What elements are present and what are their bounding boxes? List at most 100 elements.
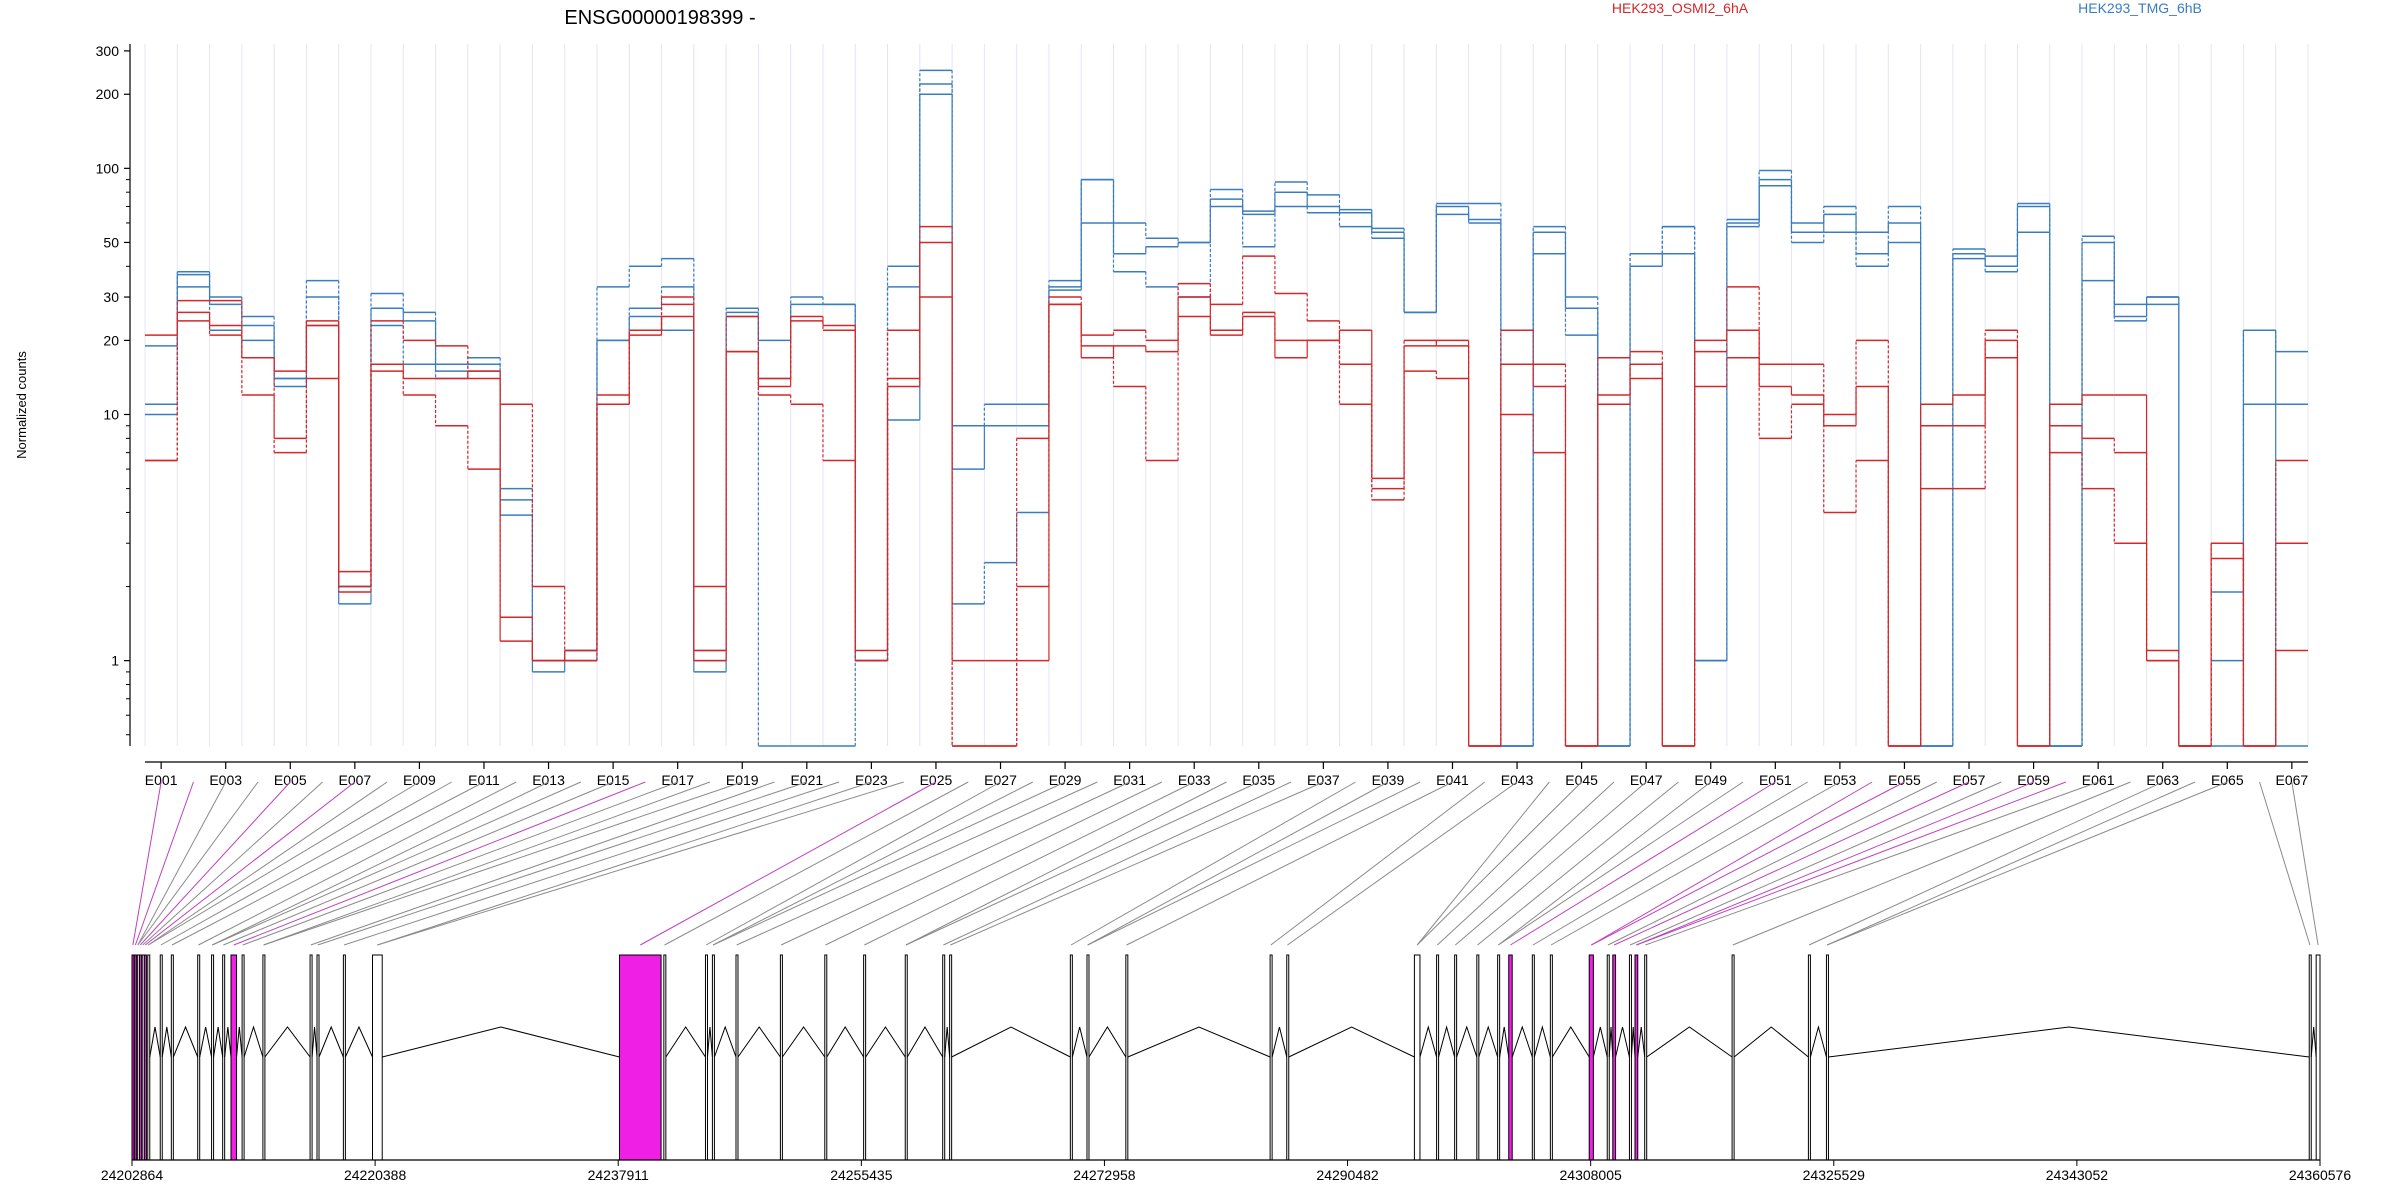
exon-connector [310, 781, 775, 946]
exon-box [316, 954, 320, 1161]
exon-connector [1087, 781, 1389, 946]
genome-tick-label: 24290482 [1316, 1167, 1379, 1183]
exon-connector [943, 781, 1292, 946]
exon-connector [242, 781, 678, 946]
intron-line [826, 1026, 865, 1058]
exon-box [942, 954, 946, 1161]
exon-box [735, 954, 739, 1161]
series-layer [145, 69, 2308, 747]
exon-connector [233, 781, 646, 946]
exon-connector [1498, 781, 1712, 946]
exon-box [147, 954, 151, 1161]
y-tick-label: 300 [96, 43, 120, 59]
intron-line [706, 1026, 713, 1058]
exon-box [863, 954, 867, 1161]
exon-box [2308, 954, 2312, 1161]
exon-connector [736, 781, 1098, 946]
exon-connector [1629, 781, 2002, 946]
intron-line [318, 1025, 344, 1058]
exon-connector [132, 781, 162, 946]
exon-box [1508, 954, 1513, 1161]
y-axis: 1 10 20 30 50 100 200 300 [96, 43, 131, 746]
exon-connector [1613, 781, 1970, 946]
x-tick-label: E045 [1565, 772, 1598, 788]
intron-line [1499, 1026, 1510, 1058]
exon-box [1086, 954, 1090, 1161]
exon-box [241, 954, 245, 1161]
exon-connectors [132, 781, 2319, 946]
exon-box [1644, 954, 1648, 1161]
y-tick-label: 50 [103, 234, 119, 250]
exon-box [372, 954, 383, 1161]
exon-box [2315, 954, 2321, 1161]
exon-connector [148, 781, 388, 946]
x-tick-label: E007 [338, 772, 371, 788]
exon-box [1612, 954, 1617, 1161]
intron-line [213, 1026, 224, 1058]
exon-box [1125, 954, 1129, 1161]
y-tick-label: 30 [103, 289, 119, 305]
genome-tick-label: 24343052 [2046, 1167, 2109, 1183]
exon-box [904, 954, 908, 1161]
x-tick-label: E031 [1113, 772, 1146, 788]
exon-connector [134, 781, 194, 946]
exon-box [1807, 954, 1811, 1161]
x-tick-label: E019 [726, 772, 759, 788]
intron-line [1608, 1026, 1614, 1058]
exon-connector [905, 781, 1227, 946]
exon-connector [137, 781, 259, 946]
exon-connector [2259, 781, 2311, 946]
x-tick-label: E053 [1824, 772, 1857, 788]
x-tick-label: E023 [855, 772, 888, 788]
intron-line [1551, 1026, 1590, 1058]
exon-connector [1532, 781, 1808, 946]
intron-line [1637, 1026, 1646, 1058]
exon-connector [1416, 781, 1550, 946]
exon-connector [317, 781, 807, 946]
exon-connector [1550, 781, 1841, 946]
intron-line [1511, 1025, 1533, 1058]
intron-line [865, 1026, 906, 1058]
exon-connector [377, 781, 904, 946]
x-tick-label: E047 [1630, 772, 1663, 788]
exon-connector [1087, 781, 1421, 946]
intron-line [737, 1026, 781, 1058]
intron-line [1438, 1025, 1456, 1058]
intron-line [1828, 1026, 2310, 1058]
exon-connector [148, 781, 420, 946]
intron-line [951, 1026, 1071, 1058]
intron-line [149, 1026, 161, 1058]
y-tick-label: 10 [103, 406, 119, 422]
genome-tick-label: 24308005 [1560, 1167, 1623, 1183]
intron-line [236, 1026, 243, 1058]
intron-line [243, 1025, 264, 1058]
intron-line [1088, 1026, 1127, 1058]
exon-box [1286, 954, 1290, 1161]
exon-connector [705, 781, 1001, 946]
intron-line [781, 1026, 826, 1058]
intron-line [382, 1026, 620, 1058]
genome-tick-label: 24255435 [830, 1167, 893, 1183]
intron-line [172, 1025, 199, 1058]
genome-tick-label: 24360576 [2289, 1167, 2352, 1183]
exon-box [1588, 954, 1594, 1161]
y-tick-label: 20 [103, 332, 119, 348]
exon-connector [1645, 781, 2099, 946]
x-tick-label: E049 [1694, 772, 1727, 788]
exon-connector [1510, 781, 1776, 946]
exon-box [1497, 954, 1501, 1161]
intron-line [1478, 1025, 1499, 1058]
exon-connector [1636, 781, 2034, 946]
exon-connector [212, 781, 549, 946]
x-tick-label: E001 [145, 772, 178, 788]
exon-box [618, 954, 662, 1161]
exon-box [1436, 954, 1440, 1161]
x-tick-label: E061 [2082, 772, 2115, 788]
exon-connector [1826, 781, 2228, 946]
genome-tick-label: 24237911 [588, 1167, 649, 1183]
exon-box [1269, 954, 1273, 1161]
exon-box [159, 954, 163, 1161]
intron-line [1646, 1026, 1733, 1058]
legend-label-tmg: HEK293_TMG_6hB [2078, 0, 2202, 16]
